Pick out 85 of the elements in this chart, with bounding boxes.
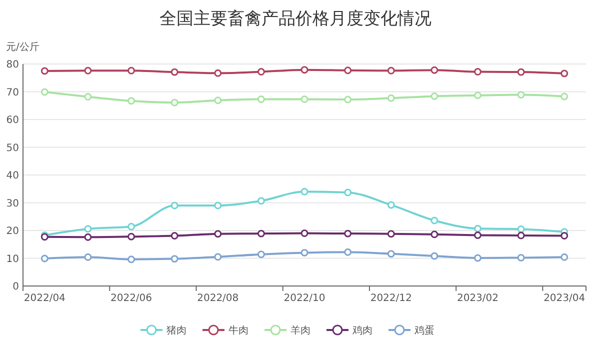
x-tick-label: 2023/04 [544,293,586,304]
point [344,188,352,196]
point [387,250,395,258]
point [474,224,482,232]
x-tick-label: 2022/04 [24,293,66,304]
point [128,97,136,105]
point [517,91,525,99]
legend-label: 羊肉 [290,324,310,336]
x-tick-label: 2023/02 [456,293,499,304]
point [128,232,136,240]
point [257,68,265,76]
point [84,233,92,241]
chart-title: 全国主要畜禽产品价格月度变化情况 [160,9,432,29]
point [40,67,48,75]
point [300,188,308,196]
point [170,202,178,210]
y-tick-label: 40 [6,170,19,182]
point [474,92,482,100]
point [300,230,308,238]
point [40,254,48,262]
point [170,232,178,240]
point [257,250,265,258]
point [128,66,136,74]
point [300,96,308,103]
point [560,92,568,100]
point [300,66,308,74]
point [128,222,136,230]
point [430,66,438,74]
x-tick-label: 2022/08 [197,293,239,304]
x-tick-label: 2022/10 [284,293,326,304]
point [300,248,308,256]
point [474,231,482,239]
point [474,68,482,76]
point [560,70,568,78]
point [474,254,482,262]
point [430,230,438,238]
point [517,254,525,262]
point [84,225,92,233]
point [214,202,222,210]
y-tick-label: 50 [6,142,19,154]
point [387,66,395,74]
point [517,68,525,76]
y-tick-label: 0 [12,282,19,292]
point [430,252,438,260]
point [344,230,352,238]
point [257,197,265,205]
legend-label: 鸡肉 [352,326,372,336]
y-tick-label: 20 [6,226,19,237]
point [387,230,395,238]
x-tick-label: 2022/06 [110,293,152,304]
point [344,66,352,74]
legend-label: 猪肉 [166,324,186,336]
point [214,69,222,77]
point [344,248,352,256]
point [344,96,352,104]
point [560,232,568,240]
point [128,256,136,264]
y-tick-label: 10 [6,254,19,265]
point [214,96,222,104]
point [170,68,178,76]
point [387,201,395,209]
point [84,66,92,74]
point [387,94,395,102]
point [517,225,525,233]
point [84,253,92,261]
point [430,216,438,224]
y-tick-label: 80 [6,60,19,70]
y-axis-title: 元/公斤 [6,41,40,53]
point [257,96,265,103]
y-tick-label: 70 [6,87,19,98]
y-tick-label: 60 [6,115,19,126]
point [84,93,92,100]
y-tick-label: 30 [6,198,19,210]
point [560,253,568,261]
point [517,232,525,240]
point [40,88,48,96]
legend-label: 牛肉 [228,324,248,336]
point [257,230,265,238]
point [170,255,178,263]
legend-label: 鸡蛋 [414,324,434,336]
point [214,230,222,238]
x-tick-label: 2022/12 [370,293,412,304]
point [430,92,438,100]
point [214,253,222,261]
point [170,98,178,106]
